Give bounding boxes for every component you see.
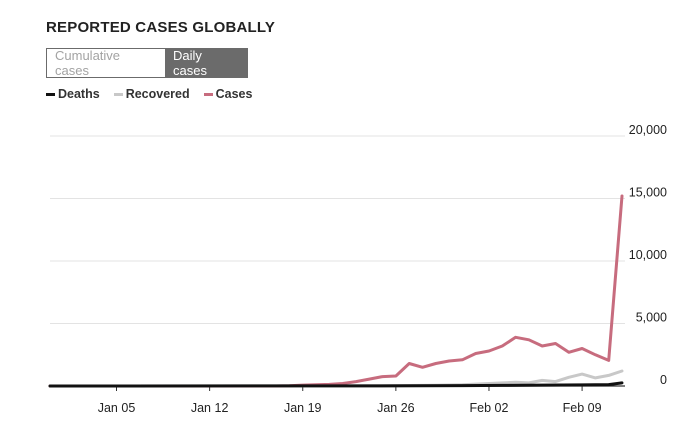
y-tick-label: 10,000 [629, 248, 667, 262]
legend: Deaths Recovered Cases [46, 87, 266, 101]
y-tick-label: 15,000 [629, 186, 667, 200]
legend-item-cases: Cases [203, 87, 253, 101]
y-tick-label: 20,000 [629, 123, 667, 137]
legend-swatch-cases [203, 92, 213, 96]
legend-label-recovered: Recovered [125, 87, 190, 101]
x-tick-label: Feb 02 [470, 401, 509, 415]
legend-item-recovered: Recovered [113, 87, 190, 101]
view-toggle: Cumulative cases Daily cases [46, 48, 248, 78]
legend-label-deaths: Deaths [58, 87, 100, 101]
x-axis: Jan 05 Jan 12 Jan 19 Jan 26 Feb 02 Feb 09 [98, 386, 602, 415]
y-tick-label: 0 [660, 373, 667, 387]
cumulative-cases-button[interactable]: Cumulative cases [47, 48, 165, 78]
legend-item-deaths: Deaths [46, 87, 100, 101]
chart-title: REPORTED CASES GLOBALLY [46, 19, 276, 36]
series-line-cases [48, 194, 624, 388]
chart-grid [50, 135, 625, 387]
y-tick-label: 5,000 [636, 311, 667, 325]
x-tick-label: Jan 19 [284, 401, 322, 415]
legend-label-cases: Cases [215, 87, 253, 101]
x-tick-label: Jan 05 [98, 401, 136, 415]
daily-cases-button[interactable]: Daily cases [165, 48, 247, 78]
chart-series [48, 194, 624, 388]
x-tick-label: Feb 09 [563, 401, 602, 415]
x-tick-label: Jan 26 [377, 401, 415, 415]
y-axis-labels: 0 5,000 10,000 15,000 20,000 [629, 123, 667, 387]
series-line-deaths [48, 381, 624, 388]
legend-swatch-deaths [46, 92, 55, 96]
legend-swatch-recovered [113, 92, 123, 96]
x-tick-label: Jan 12 [191, 401, 229, 415]
